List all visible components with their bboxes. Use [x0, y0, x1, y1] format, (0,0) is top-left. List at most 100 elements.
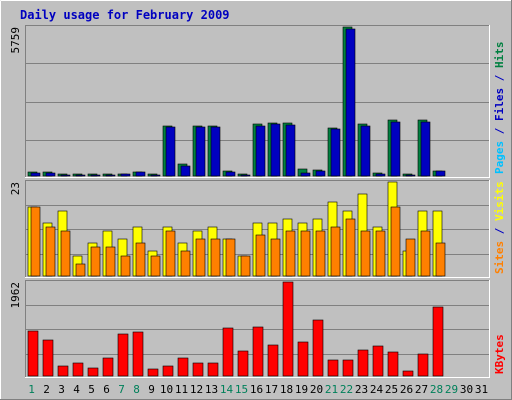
x-tick-label-13: 13 — [205, 383, 218, 396]
chart-title: Daily usage for February 2009 — [20, 8, 230, 22]
x-tick-label-5: 5 — [88, 383, 95, 396]
x-tick-label-12: 12 — [190, 383, 203, 396]
bar-sites-day-5 — [90, 246, 101, 277]
max-label: 23 — [9, 182, 22, 195]
x-tick-label-22: 22 — [340, 383, 353, 396]
bar-sites-day-3 — [60, 230, 71, 277]
legend: Pages / Files / Hits — [493, 42, 506, 175]
bar-kbytes-day-20 — [312, 319, 324, 377]
bar-kbytes-day-5 — [87, 367, 99, 377]
bar-files-day-13 — [210, 126, 221, 177]
bar-sites-day-9 — [150, 255, 161, 277]
x-tick-label-31: 31 — [475, 383, 488, 396]
bar-sites-day-23 — [360, 230, 371, 277]
x-tick-label-29: 29 — [445, 383, 458, 396]
bar-kbytes-day-25 — [387, 351, 399, 377]
bar-kbytes-day-17 — [267, 344, 279, 377]
bar-files-day-20 — [315, 170, 326, 177]
bar-files-day-28 — [435, 170, 446, 177]
bar-files-day-5 — [90, 174, 101, 177]
bar-sites-day-20 — [315, 230, 326, 277]
x-tick-label-7: 7 — [118, 383, 125, 396]
x-tick-label-15: 15 — [235, 383, 248, 396]
legend-entry: Sites — [493, 241, 506, 274]
panel-visits-sites: 23 Sites / Visits — [9, 180, 506, 278]
bar-kbytes-day-22 — [342, 359, 354, 377]
legend-entry: Hits — [493, 42, 506, 69]
bar-files-day-16 — [255, 125, 266, 177]
bar-sites-day-13 — [210, 238, 221, 277]
bar-files-day-15 — [240, 174, 251, 177]
bars — [27, 26, 446, 177]
bar-files-day-21 — [330, 128, 341, 177]
legend-entry: Visits — [493, 181, 506, 221]
bars — [27, 281, 444, 377]
panel-pages-files-hits: 5759 Pages / Files / Hits — [9, 25, 506, 178]
legend-entry: / — [493, 68, 506, 88]
x-tick-label-14: 14 — [220, 383, 234, 396]
bar-kbytes-day-26 — [402, 370, 414, 377]
x-tick-label-28: 28 — [430, 383, 443, 396]
bar-files-day-27 — [420, 121, 431, 177]
chart-panels: 5759 Pages / Files / Hits 23 Sites / Visits… — [9, 25, 506, 378]
bar-kbytes-day-8 — [132, 331, 144, 377]
bar-files-day-18 — [285, 124, 296, 177]
bar-sites-day-10 — [165, 230, 176, 277]
bar-sites-day-2 — [45, 226, 56, 277]
bar-kbytes-day-14 — [222, 327, 234, 377]
panel-kbytes: 1962 KBytes — [9, 280, 506, 378]
x-tick-label-16: 16 — [250, 383, 263, 396]
bar-kbytes-day-12 — [192, 362, 204, 377]
bar-kbytes-day-28 — [432, 306, 444, 377]
bar-kbytes-day-6 — [102, 357, 114, 377]
bar-sites-day-6 — [105, 246, 116, 277]
bar-files-day-17 — [270, 123, 281, 177]
bar-kbytes-day-2 — [42, 339, 54, 377]
bar-sites-day-24 — [375, 230, 386, 277]
bar-sites-day-26 — [405, 238, 416, 277]
x-tick-label-4: 4 — [73, 383, 80, 396]
x-tick-label-30: 30 — [460, 383, 473, 396]
bar-kbytes-day-1 — [27, 330, 39, 377]
bar-files-day-8 — [135, 171, 146, 177]
bar-files-day-10 — [165, 126, 176, 177]
bar-sites-day-12 — [195, 238, 206, 277]
x-tick-label-26: 26 — [400, 383, 413, 396]
bar-files-day-1 — [30, 172, 41, 177]
bar-files-day-25 — [390, 121, 401, 177]
x-tick-label-17: 17 — [265, 383, 278, 396]
bar-files-day-2 — [45, 172, 56, 177]
bar-kbytes-day-9 — [147, 368, 159, 377]
x-tick-label-20: 20 — [310, 383, 323, 396]
bar-sites-day-7 — [120, 255, 131, 277]
bar-kbytes-day-21 — [327, 359, 339, 377]
x-tick-label-21: 21 — [325, 383, 338, 396]
legend-entry: / — [493, 121, 506, 141]
bar-kbytes-day-11 — [177, 357, 189, 377]
bar-files-day-26 — [405, 174, 416, 177]
bar-sites-day-4 — [75, 263, 86, 277]
bar-kbytes-day-27 — [417, 353, 429, 377]
bar-files-day-23 — [360, 125, 371, 177]
x-tick-label-24: 24 — [370, 383, 384, 396]
x-tick-label-23: 23 — [355, 383, 368, 396]
x-tick-label-2: 2 — [43, 383, 50, 396]
bar-sites-day-16 — [255, 234, 266, 277]
bar-sites-day-17 — [270, 238, 281, 277]
bar-files-day-7 — [120, 173, 131, 177]
legend-entry: Files — [493, 88, 506, 121]
x-tick-label-19: 19 — [295, 383, 308, 396]
bar-files-day-6 — [105, 174, 116, 177]
max-label: 1962 — [9, 282, 22, 309]
bar-kbytes-day-19 — [297, 341, 309, 377]
bar-files-day-4 — [75, 174, 86, 177]
legend-entry: Pages — [493, 141, 506, 174]
bar-sites-day-15 — [240, 255, 251, 277]
x-axis-labels: 1 2 3 4 5 6 7 8 9 10 11 12 13 14 15 16 17 18 19 20 21 22 23 24 2… — [28, 383, 488, 396]
bar-kbytes-day-24 — [372, 345, 384, 377]
x-tick-label-11: 11 — [175, 383, 188, 396]
bar-files-day-12 — [195, 126, 206, 177]
legend: Sites / Visits — [493, 181, 506, 274]
bar-sites-day-1 — [30, 206, 41, 277]
bar-sites-day-28 — [435, 242, 446, 277]
